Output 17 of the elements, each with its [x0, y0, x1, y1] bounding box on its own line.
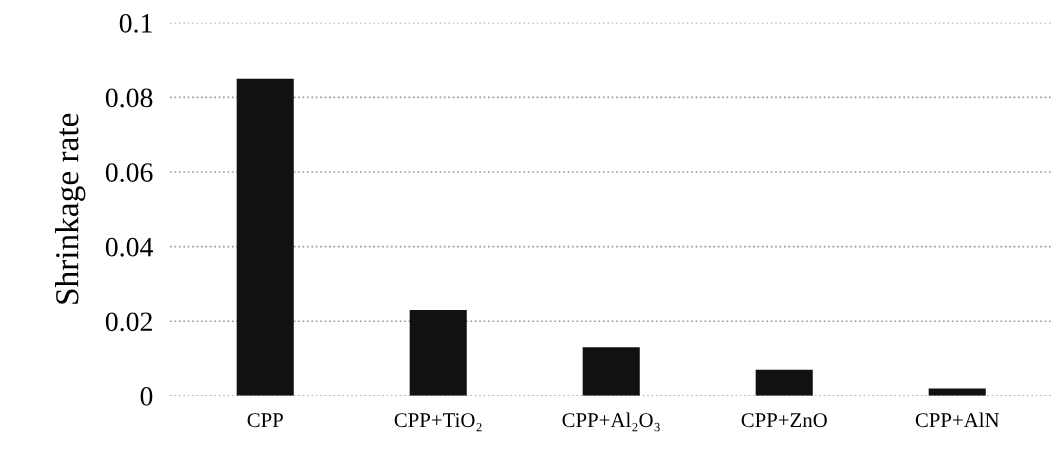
y-tick-label: 0.02 [105, 312, 152, 332]
y-tick-label: 0.06 [105, 163, 153, 183]
y-tick-label: 0 [140, 387, 153, 406]
bar [928, 388, 986, 396]
x-tick-label: CPP+ZnO [741, 413, 827, 428]
y-tick-label: 0.04 [105, 237, 153, 257]
y-axis-title: Shrinkage rate [55, 113, 86, 304]
x-tick-label: CPP+AlN [915, 412, 1000, 428]
x-tick-label: CPP+Al₂O₃ [562, 412, 660, 432]
x-tick-label: CPP [247, 413, 283, 428]
bar [582, 347, 640, 396]
bar [409, 310, 467, 396]
x-tick-label: CPP+TiO₂ [394, 413, 482, 432]
bar [755, 369, 813, 396]
y-tick-label: 0.08 [105, 88, 153, 108]
y-tick-label: 0.1 [119, 13, 152, 33]
bar [236, 78, 294, 396]
